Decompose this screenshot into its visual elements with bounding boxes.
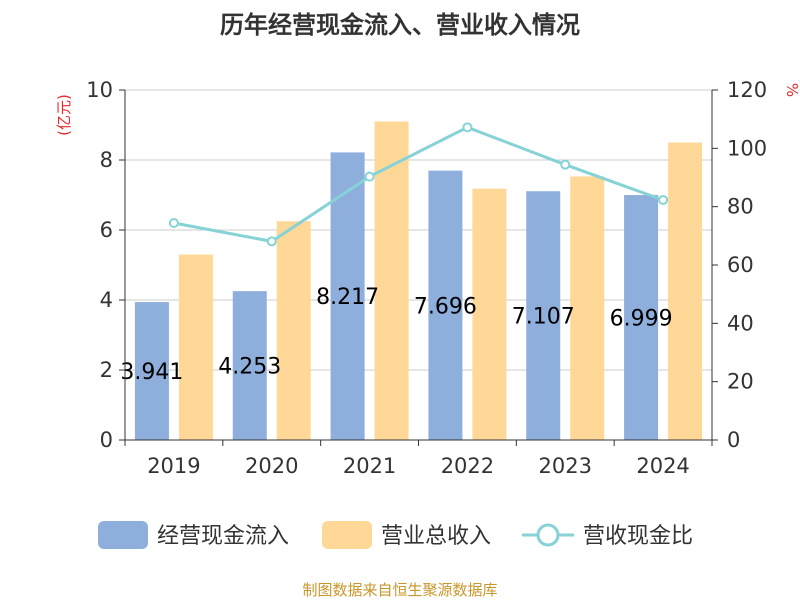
y-tick-label-left: 8 (100, 148, 113, 172)
x-tick-label: 2024 (636, 454, 689, 478)
y-tick-label-right: 20 (727, 370, 754, 394)
legend-swatch-revenue[interactable] (322, 521, 372, 549)
data-label-cashflow-2023: 7.107 (512, 305, 575, 330)
bar-revenue-2022[interactable] (472, 188, 507, 440)
y-tick-label-right: 100 (727, 136, 767, 160)
gridlines (125, 89, 712, 371)
legend-swatch-cashflow[interactable] (98, 521, 148, 549)
y-tick-label-right: 120 (727, 78, 767, 102)
data-label-cashflow-2024: 6.999 (610, 307, 673, 332)
bar-revenue-2023[interactable] (570, 176, 605, 440)
point-ratio-2022[interactable] (462, 122, 473, 133)
data-label-cashflow-2020: 4.253 (218, 355, 281, 380)
y-tick-label-left: 10 (86, 78, 113, 102)
point-ratio-2023[interactable] (560, 159, 571, 170)
bar-revenue-2021[interactable] (374, 121, 409, 441)
y-tick-label-left: 2 (100, 358, 113, 382)
data-label-cashflow-2022: 7.696 (414, 294, 477, 319)
bar-cashflow-2024[interactable] (624, 195, 659, 440)
y-axis-unit-right: % (783, 83, 800, 97)
data-source-footer: 制图数据来自恒生聚源数据库 (302, 581, 497, 599)
bar-revenue-2020[interactable] (276, 221, 311, 440)
x-tick-label: 2019 (147, 454, 200, 478)
x-tick-label: 2022 (441, 454, 494, 478)
data-label-cashflow-2021: 8.217 (316, 285, 379, 310)
line-ratio[interactable] (173, 125, 664, 243)
point-ratio-2024[interactable] (658, 194, 669, 205)
bar-cashflow-2023[interactable] (526, 191, 561, 440)
x-tick-label: 2020 (245, 454, 298, 478)
bar-cashflow-2022[interactable] (428, 170, 463, 440)
y-tick-label-left: 0 (100, 428, 113, 452)
x-tick-label: 2023 (539, 454, 592, 478)
bar-series (134, 121, 703, 441)
y-tick-label-left: 4 (100, 288, 113, 312)
bar-cashflow-2019[interactable] (134, 302, 169, 440)
legend[interactable]: 经营现金流入 营业总收入 营收现金比 (98, 521, 693, 549)
legend-label-revenue[interactable]: 营业总收入 (381, 524, 491, 549)
bar-revenue-2019[interactable] (178, 254, 213, 441)
x-tick-label: 2021 (343, 454, 396, 478)
y-tick-label-right: 40 (727, 311, 754, 335)
legend-swatch-ratio-marker[interactable] (536, 523, 560, 547)
y-tick-label-right: 0 (727, 428, 740, 452)
data-labels: 3.941 4.253 8.217 7.696 7.107 6.999 (120, 285, 672, 385)
line-series (168, 122, 669, 247)
legend-label-ratio[interactable]: 营收现金比 (583, 524, 693, 549)
data-label-cashflow-2019: 3.941 (120, 360, 183, 385)
y-tick-label-right: 80 (727, 195, 754, 219)
chart-title: 历年经营现金流入、营业收入情况 (220, 11, 580, 39)
y-axis-unit-left: (亿元) (55, 94, 73, 136)
y-tick-label-left: 6 (100, 218, 113, 242)
bar-cashflow-2020[interactable] (232, 291, 267, 440)
point-ratio-2020[interactable] (266, 236, 277, 247)
point-ratio-2019[interactable] (168, 218, 179, 228)
y-tick-label-right: 60 (727, 253, 754, 277)
legend-label-cashflow[interactable]: 经营现金流入 (157, 524, 289, 549)
bar-revenue-2024[interactable] (668, 142, 703, 441)
point-ratio-2021[interactable] (364, 171, 375, 182)
